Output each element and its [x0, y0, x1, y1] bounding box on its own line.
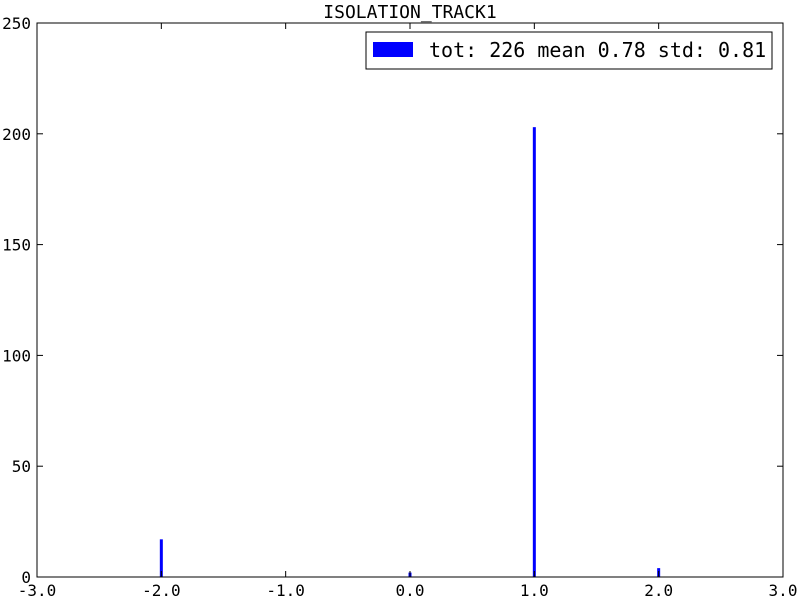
bar-0 [159, 539, 163, 577]
chart-title: ISOLATION_TRACK1 [323, 2, 496, 23]
y-tick-label-0: 0 [21, 568, 31, 587]
y-tick-label-1: 50 [12, 457, 31, 476]
bar-2 [532, 127, 536, 577]
x-tick-label-4: 1.0 [520, 581, 549, 600]
legend-box [365, 31, 773, 70]
x-tick-label-1: -2.0 [142, 581, 181, 600]
bars-group [37, 127, 783, 578]
legend-swatch [373, 42, 413, 57]
tick-labels-group: -3.0 -2.0 -1.0 0.0 1.0 2.0 3.0 0 50 100 150 200 250 [2, 14, 797, 600]
x-tick-label-0: -3.0 [18, 581, 57, 600]
x-tick-label-5: 2.0 [644, 581, 673, 600]
x-tick-label-6: 3.0 [769, 581, 798, 600]
y-tick-label-4: 200 [2, 125, 31, 144]
y-tick-label-2: 100 [2, 346, 31, 365]
legend: tot: 226 mean 0.78 std: 0.81 [365, 31, 773, 70]
x-tick-label-3: 0.0 [396, 581, 425, 600]
x-tick-label-2: -1.0 [266, 581, 305, 600]
y-tick-label-5: 250 [2, 14, 31, 33]
ticks-group [36, 22, 784, 578]
legend-label: tot: 226 mean 0.78 std: 0.81 [429, 38, 766, 62]
y-tick-label-3: 150 [2, 236, 31, 255]
plot-frame [36, 22, 784, 578]
